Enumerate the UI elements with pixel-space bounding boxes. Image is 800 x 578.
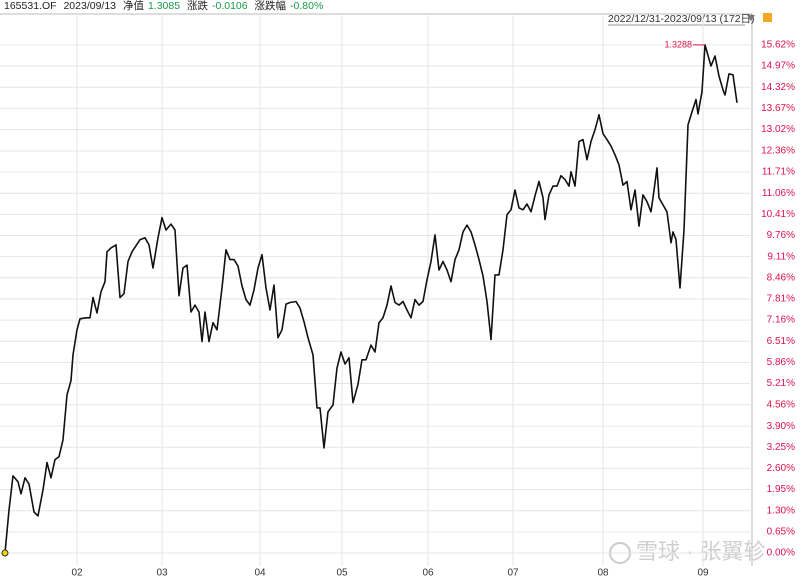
y-tick-label: 2.60% [767,463,795,474]
y-tick-label: 7.16% [767,315,795,326]
y-tick-label: 3.25% [767,442,795,453]
pct-label: 涨跌幅 [254,0,287,12]
change-label: 涨跌 [187,0,208,12]
y-tick-label: 4.56% [767,399,795,410]
y-tick-label: 1.95% [767,484,795,495]
x-tick-label: 03 [156,568,168,578]
range-selector[interactable]: 2022/12/31-2023/09/13 (172日) [608,13,755,25]
settings-icon[interactable] [763,13,772,22]
date: 2023/09/13 [63,0,117,12]
y-tick-label: 5.86% [767,357,795,368]
y-tick-label: 14.97% [761,61,795,72]
start-point [1,549,9,557]
y-tick-label: 1.30% [767,505,795,516]
pct: -0.80% [290,0,324,12]
y-tick-label: 13.02% [761,124,795,135]
y-tick-label: 10.41% [761,209,795,220]
y-tick-label: 11.06% [762,188,795,199]
y-tick-label: 9.76% [767,230,795,241]
y-tick-label: 12.36% [761,146,795,157]
y-tick-label: 6.51% [767,336,795,347]
x-tick-label: 06 [422,568,434,578]
y-tick-label: 0.65% [767,526,795,537]
nav: 1.3085 [147,0,181,12]
y-tick-label: 11.71% [762,167,795,178]
grid [0,14,752,566]
change: -0.0106 [212,0,248,12]
series-line [4,44,738,554]
nav-label: 净值 [122,0,144,12]
fund-code: 165531.OF [4,0,57,12]
y-tick-label: 5.21% [767,378,795,389]
y-tick-label: 9.11% [767,251,795,262]
y-tick-label: 8.46% [767,272,795,283]
x-tick-label: 05 [336,568,348,578]
y-tick-label: 3.90% [767,421,795,432]
watermark: 雪球 · 张翼轸 [636,539,766,564]
header: 165531.OF 2023/09/13 净值 1.3085 涨跌 -0.0106 … [4,0,327,13]
y-tick-label: 0.00% [767,548,795,559]
x-tick-label: 08 [597,568,609,578]
x-tick-label: 04 [254,568,266,578]
y-tick-label: 13.67% [761,103,795,114]
y-tick-label: 14.32% [761,82,795,93]
peak-annotation: 1.3288 [664,39,692,49]
x-tick-label: 07 [507,568,519,578]
y-tick-label: 15.62% [761,40,795,51]
dropdown-arrow[interactable] [747,15,755,21]
x-tick-label: 02 [71,568,83,578]
x-tick-label: 09 [697,568,709,578]
y-tick-label: 7.81% [767,294,795,305]
